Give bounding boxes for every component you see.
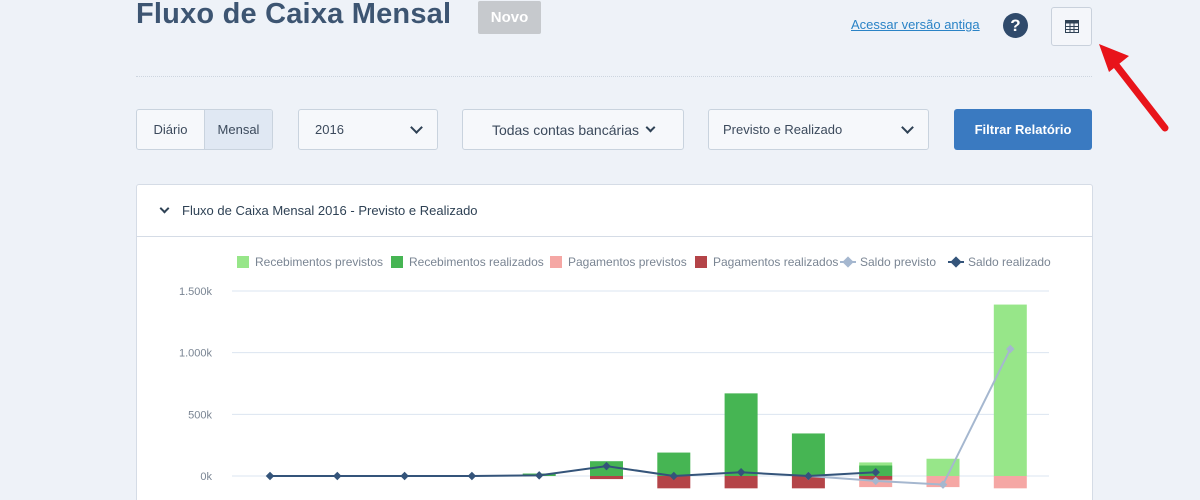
legend-label: Saldo previsto [860, 255, 936, 269]
chevron-down-icon [901, 121, 914, 134]
red-arrow-annotation [1099, 44, 1169, 132]
legend-swatch [550, 256, 562, 268]
period-daily-button[interactable]: Diário [137, 110, 205, 149]
line-balance-realized [270, 465, 876, 478]
point-balance-realized [669, 471, 679, 481]
bar-payments-realized [657, 476, 691, 489]
point-balance-realized [467, 471, 477, 481]
y-tick-label: 500k [188, 409, 212, 421]
report-type-value: Previsto e Realizado [723, 122, 843, 137]
header-divider [136, 76, 1092, 77]
line-balance-forecast [808, 348, 1012, 486]
accounts-value: Todas contas bancárias [491, 121, 640, 138]
report-panel: Fluxo de Caixa Mensal 2016 - Previsto e … [136, 184, 1093, 500]
report-title: Fluxo de Caixa Mensal 2016 - Previsto e … [182, 203, 478, 218]
point-balance-realized [400, 471, 409, 481]
legend-swatch [391, 256, 403, 268]
legend-label: Pagamentos previstos [568, 255, 687, 269]
point-balance-realized [534, 471, 544, 480]
y-tick-label: 1.000k [179, 348, 213, 360]
chevron-down-icon [410, 121, 423, 134]
bar-receipts-forecast [926, 458, 960, 476]
bar-payments-forecast [993, 476, 1027, 489]
page-title: Fluxo de Caixa Mensal [136, 0, 452, 30]
calendar-view-button[interactable] [1051, 7, 1092, 46]
bar-receipts-realized [724, 393, 758, 476]
calendar-grid-icon [1064, 20, 1079, 33]
point-balance-realized [333, 471, 342, 481]
point-balance-realized [602, 461, 611, 471]
new-badge: Novo [478, 1, 541, 34]
bar-receipts-realized [657, 452, 691, 476]
period-toggle: Diário Mensal [136, 109, 273, 150]
y-tick-label: 1.500k [179, 286, 213, 298]
period-monthly-button[interactable]: Mensal [205, 110, 272, 149]
chevron-down-icon [645, 122, 656, 133]
legend-swatch [695, 256, 707, 268]
bar-receipts-realized [791, 433, 825, 476]
filter-report-button[interactable]: Filtrar Relatório [954, 109, 1092, 150]
year-select[interactable]: 2016 [298, 109, 438, 150]
point-balance-realized [265, 471, 275, 481]
question-icon: ? [1010, 15, 1021, 35]
point-balance-forecast [938, 480, 948, 489]
point-balance-forecast [871, 476, 880, 486]
point-balance-realized [804, 471, 813, 481]
old-version-link[interactable]: Acessar versão antiga [851, 17, 980, 32]
report-type-select[interactable]: Previsto e Realizado [708, 109, 929, 150]
accounts-select[interactable]: Todas contas bancárias [462, 109, 684, 150]
year-value: 2016 [315, 122, 344, 137]
y-tick-label: 0k [200, 471, 212, 483]
bar-payments-realized [724, 476, 758, 489]
bar-receipts-forecast [993, 304, 1027, 476]
legend-diamond [842, 256, 854, 268]
legend-diamond [950, 256, 962, 268]
legend-label: Recebimentos realizados [409, 255, 544, 269]
bar-payments-realized [791, 476, 825, 489]
cashflow-chart: Recebimentos previstos Recebimentos reali… [179, 255, 1051, 489]
point-balance-realized [871, 468, 880, 477]
report-panel-header[interactable]: Fluxo de Caixa Mensal 2016 - Previsto e … [137, 185, 1092, 237]
legend-label: Saldo realizado [968, 255, 1051, 269]
legend-swatch [237, 256, 249, 268]
point-balance-realized [736, 468, 746, 477]
legend-label: Pagamentos realizados [713, 255, 838, 269]
help-button[interactable]: ? [1003, 13, 1028, 38]
bar-payments-realized [590, 476, 623, 480]
legend-label: Recebimentos previstos [255, 255, 383, 269]
